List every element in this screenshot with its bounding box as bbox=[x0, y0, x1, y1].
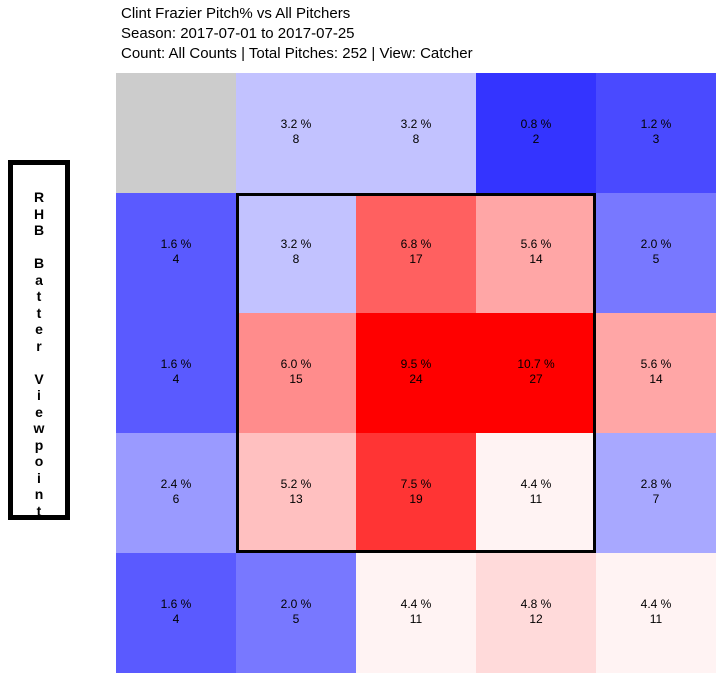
zone-cell-percent-r3-c1: 5.2 % bbox=[281, 477, 312, 491]
zone-cell-r0-c3 bbox=[476, 73, 596, 193]
zone-cell-count-r3-c1: 13 bbox=[289, 492, 303, 506]
zone-cell-percent-r1-c3: 5.6 % bbox=[521, 237, 552, 251]
zone-cell-r4-c3 bbox=[476, 553, 596, 673]
zone-cell-r2-c3 bbox=[476, 313, 596, 433]
zone-cell-count-r2-c3: 27 bbox=[529, 372, 543, 386]
zone-cell-percent-r4-c3: 4.8 % bbox=[521, 597, 552, 611]
zone-cell-percent-r3-c0: 2.4 % bbox=[161, 477, 192, 491]
zone-cell-r1-c2 bbox=[356, 193, 476, 313]
zone-cell-r4-c2 bbox=[356, 553, 476, 673]
zone-cell-percent-r0-c3: 0.8 % bbox=[521, 117, 552, 131]
batter-viewpoint-label-box: R H B B a t t e r V i e w p o i n t bbox=[8, 160, 70, 520]
zone-cell-r3-c1 bbox=[236, 433, 356, 553]
zone-cell-r3-c0 bbox=[116, 433, 236, 553]
zone-cell-percent-r0-c4: 1.2 % bbox=[641, 117, 672, 131]
zone-cell-r0-c4 bbox=[596, 73, 716, 193]
chart-title: Clint Frazier Pitch% vs All Pitchers bbox=[121, 5, 351, 22]
zone-cell-count-r3-c3: 11 bbox=[530, 492, 543, 506]
zone-cell-count-r2-c4: 14 bbox=[649, 372, 663, 386]
zone-cell-count-r3-c2: 19 bbox=[409, 492, 423, 506]
zone-cell-r4-c1 bbox=[236, 553, 356, 673]
zone-cell-count-r1-c4: 5 bbox=[653, 252, 660, 266]
zone-cell-count-r2-c0: 4 bbox=[173, 372, 180, 386]
zone-cell-percent-r1-c4: 2.0 % bbox=[641, 237, 672, 251]
zone-cell-count-r1-c3: 14 bbox=[529, 252, 543, 266]
zone-cell-r3-c3 bbox=[476, 433, 596, 553]
zone-cell-count-r3-c0: 6 bbox=[173, 492, 180, 506]
zone-cell-r3-c4 bbox=[596, 433, 716, 553]
zone-cell-percent-r4-c2: 4.4 % bbox=[401, 597, 432, 611]
zone-cell-count-r0-c2: 8 bbox=[413, 132, 420, 146]
zone-cell-count-r0-c4: 3 bbox=[653, 132, 660, 146]
zone-cell-count-r4-c4: 11 bbox=[650, 612, 663, 626]
zone-cell-r2-c0 bbox=[116, 313, 236, 433]
zone-cell-percent-r2-c2: 9.5 % bbox=[401, 357, 432, 371]
zone-cell-percent-r4-c4: 4.4 % bbox=[641, 597, 672, 611]
zone-cell-r2-c2 bbox=[356, 313, 476, 433]
zone-cell-r1-c0 bbox=[116, 193, 236, 313]
zone-cell-r2-c4 bbox=[596, 313, 716, 433]
zone-cell-percent-r0-c2: 3.2 % bbox=[401, 117, 432, 131]
zone-cell-percent-r2-c3: 10.7 % bbox=[517, 357, 555, 371]
zone-cell-percent-r2-c0: 1.6 % bbox=[161, 357, 192, 371]
zone-cell-count-r3-c4: 7 bbox=[653, 492, 660, 506]
strike-zone-outline bbox=[236, 193, 596, 553]
zone-cell-percent-r2-c1: 6.0 % bbox=[281, 357, 312, 371]
zone-cell-count-r1-c0: 4 bbox=[173, 252, 180, 266]
zone-cell-r1-c1 bbox=[236, 193, 356, 313]
zone-cell-count-r2-c2: 24 bbox=[409, 372, 423, 386]
chart-count-summary: Count: All Counts | Total Pitches: 252 |… bbox=[121, 45, 473, 62]
zone-cell-percent-r0-c1: 3.2 % bbox=[281, 117, 312, 131]
zone-cell-percent-r4-c1: 2.0 % bbox=[281, 597, 312, 611]
zone-cell-count-r1-c1: 8 bbox=[293, 252, 300, 266]
zone-cell-count-r4-c2: 11 bbox=[410, 612, 423, 626]
zone-cell-r4-c4 bbox=[596, 553, 716, 673]
zone-cell-r3-c2 bbox=[356, 433, 476, 553]
zone-cell-percent-r4-c0: 1.6 % bbox=[161, 597, 192, 611]
chart-season-range: Season: 2017-07-01 to 2017-07-25 bbox=[121, 25, 355, 42]
zone-cell-percent-r1-c0: 1.6 % bbox=[161, 237, 192, 251]
zone-cell-percent-r3-c2: 7.5 % bbox=[401, 477, 432, 491]
zone-cell-count-r1-c2: 17 bbox=[409, 252, 423, 266]
zone-cell-r1-c4 bbox=[596, 193, 716, 313]
zone-cell-count-r2-c1: 15 bbox=[289, 372, 303, 386]
zone-cell-percent-r2-c4: 5.6 % bbox=[641, 357, 672, 371]
zone-cell-r1-c3 bbox=[476, 193, 596, 313]
zone-cell-r0-c2 bbox=[356, 73, 476, 193]
zone-cell-percent-r1-c1: 3.2 % bbox=[281, 237, 312, 251]
zone-cell-r2-c1 bbox=[236, 313, 356, 433]
chart-title-block: Clint Frazier Pitch% vs All Pitchers Sea… bbox=[121, 4, 473, 64]
zone-cell-r4-c0 bbox=[116, 553, 236, 673]
zone-cell-percent-r3-c3: 4.4 % bbox=[521, 477, 552, 491]
zone-cell-r0-c1 bbox=[236, 73, 356, 193]
batter-viewpoint-label: R H B B a t t e r V i e w p o i n t bbox=[33, 189, 45, 519]
zone-cell-r0-c0 bbox=[116, 73, 236, 193]
zone-cell-count-r4-c3: 12 bbox=[529, 612, 543, 626]
zone-cell-percent-r3-c4: 2.8 % bbox=[641, 477, 672, 491]
zone-cell-count-r4-c1: 5 bbox=[293, 612, 300, 626]
zone-cell-count-r0-c3: 2 bbox=[533, 132, 540, 146]
zone-cell-count-r0-c1: 8 bbox=[293, 132, 300, 146]
zone-cell-percent-r1-c2: 6.8 % bbox=[401, 237, 432, 251]
zone-cell-count-r4-c0: 4 bbox=[173, 612, 180, 626]
